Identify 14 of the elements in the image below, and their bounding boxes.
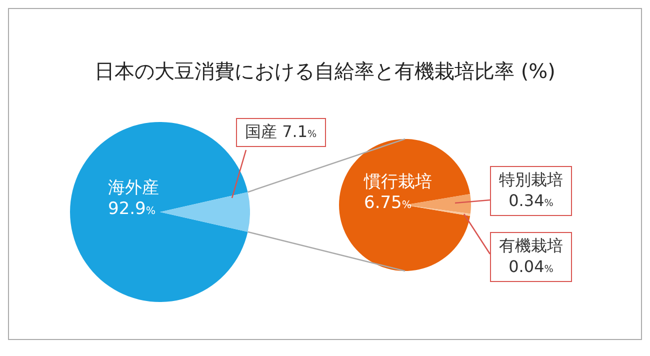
data-label: 7.1% [282,122,317,141]
data-label: 0.34% [508,190,554,210]
data-label: 6.75% [364,193,412,214]
slice-label: 海外産 [108,178,159,200]
slice-label: 特別栽培 [499,170,563,191]
chart-title: 日本の大豆消費における自給率と有機栽培比率 (%) [94,58,556,85]
pie-slice [70,122,248,302]
data-label: 92.9% [108,199,156,220]
slice-label: 慣行栽培 [364,172,432,194]
slice-label: 国産 [245,122,277,141]
pie-slice [160,192,250,232]
slice-label: 有機栽培 [499,236,563,257]
data-label: 0.04% [508,256,554,276]
pie-slice [339,139,470,271]
